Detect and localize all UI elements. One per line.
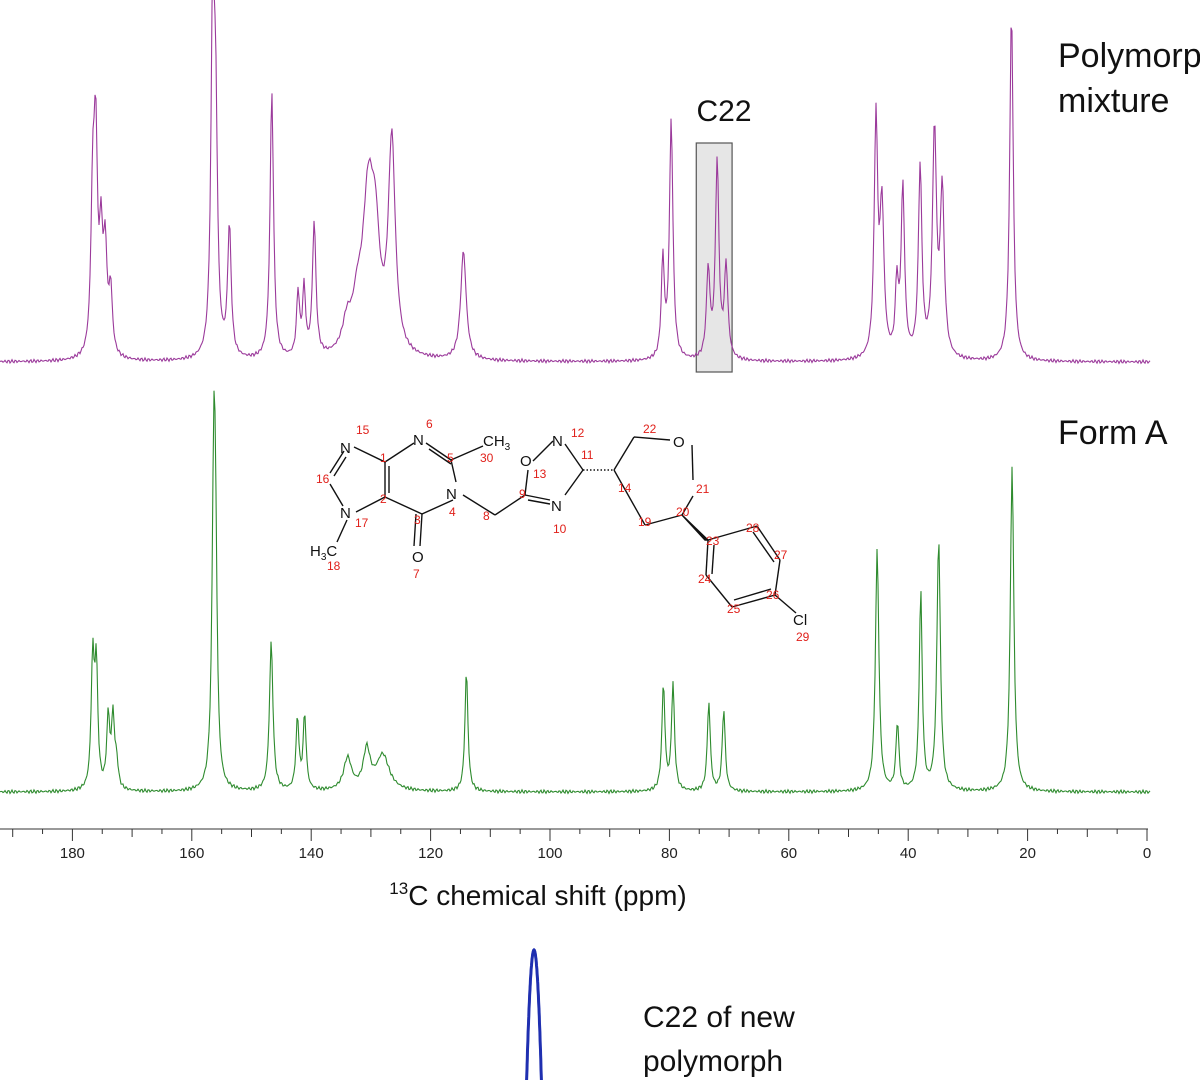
x-tick-label: 160 (179, 845, 204, 862)
atom-h3c-sub: 3 (321, 552, 327, 563)
num-10: 10 (553, 522, 567, 536)
x-tick-label: 40 (900, 845, 917, 862)
num-2: 2 (380, 492, 387, 506)
x-tick-label: 140 (299, 845, 324, 862)
atom-n4: N (446, 486, 457, 503)
num-3: 3 (414, 513, 421, 527)
x-tick-label: 120 (418, 845, 443, 862)
x-tick-label: 180 (60, 845, 85, 862)
num-24: 24 (698, 572, 712, 586)
atom-n10: N (551, 498, 562, 515)
atom-h3c-c: C (326, 543, 337, 560)
num-19: 19 (638, 515, 652, 529)
atom-o21: O (673, 434, 685, 451)
x-axis-title-superscript: 13 (389, 879, 408, 898)
c22-highlight-box (695, 142, 733, 373)
c22-annotation: C22 (696, 95, 751, 128)
num-5: 5 (447, 451, 454, 465)
num-18: 18 (327, 559, 341, 573)
molecule-atom-numbers: 15 6 30 12 13 22 16 1 5 11 14 21 2 9 20 … (316, 417, 810, 644)
x-axis-ticks: 180 160 140 120 100 80 60 40 20 0 (12, 829, 1151, 862)
atom-o13: O (520, 453, 532, 470)
x-axis-title-text: C chemical shift (ppm) (408, 880, 687, 911)
x-tick-label: 20 (1019, 845, 1036, 862)
atom-ch3: CH3 (483, 433, 511, 453)
num-12: 12 (571, 426, 585, 440)
x-tick-label: 60 (780, 845, 797, 862)
x-axis-title: 13C chemical shift (ppm) (389, 879, 686, 911)
molecule-atom-labels: N N CH3 N O O N N N H3C O Cl (310, 432, 807, 629)
x-tick-label: 80 (661, 845, 678, 862)
num-13: 13 (533, 467, 547, 481)
series-label-polymorph-line2: mixture (1058, 82, 1169, 120)
atom-h3c: H3C (310, 543, 337, 563)
molecular-structure (329, 436, 797, 614)
num-11: 11 (581, 448, 594, 462)
num-7: 7 (413, 567, 420, 581)
num-9: 9 (519, 487, 526, 501)
num-17: 17 (355, 516, 369, 530)
num-29: 29 (796, 630, 810, 644)
atom-n12: N (552, 433, 563, 450)
atom-cl: Cl (793, 612, 807, 629)
num-28: 28 (746, 521, 760, 535)
atom-o7: O (412, 549, 424, 566)
num-25: 25 (727, 602, 741, 616)
atom-h3c-h: H (310, 543, 321, 560)
num-14: 14 (618, 481, 632, 495)
num-6: 6 (426, 417, 433, 431)
num-21: 21 (696, 482, 710, 496)
num-8: 8 (483, 509, 490, 523)
x-tick-label: 100 (537, 845, 562, 862)
atom-n6: N (413, 432, 424, 449)
num-27: 27 (774, 548, 788, 562)
num-16: 16 (316, 472, 330, 486)
num-1: 1 (380, 451, 387, 465)
polymorph-mixture-spectrum (0, 0, 1151, 365)
x-tick-label: 0 (1143, 845, 1151, 862)
c22-new-polymorph-label-line2: polymorph (643, 1045, 783, 1078)
num-22: 22 (643, 422, 657, 436)
num-23: 23 (706, 534, 720, 548)
series-label-polymorph-line1: Polymorph (1058, 37, 1200, 75)
form-a-spectrum (0, 390, 1151, 795)
atom-n17: N (340, 505, 351, 522)
num-30: 30 (480, 451, 494, 465)
c22-new-polymorph-label-line1: C22 of new (643, 1001, 795, 1034)
num-26: 26 (766, 588, 780, 602)
atom-ch3-sub: 3 (505, 442, 511, 453)
c22-new-polymorph-peak (525, 947, 543, 1080)
num-15: 15 (356, 423, 370, 437)
atom-n15: N (340, 440, 351, 457)
num-4: 4 (449, 505, 456, 519)
atom-ch3-main: CH (483, 433, 505, 450)
series-label-form-a: Form A (1058, 414, 1168, 452)
num-20: 20 (676, 505, 690, 519)
